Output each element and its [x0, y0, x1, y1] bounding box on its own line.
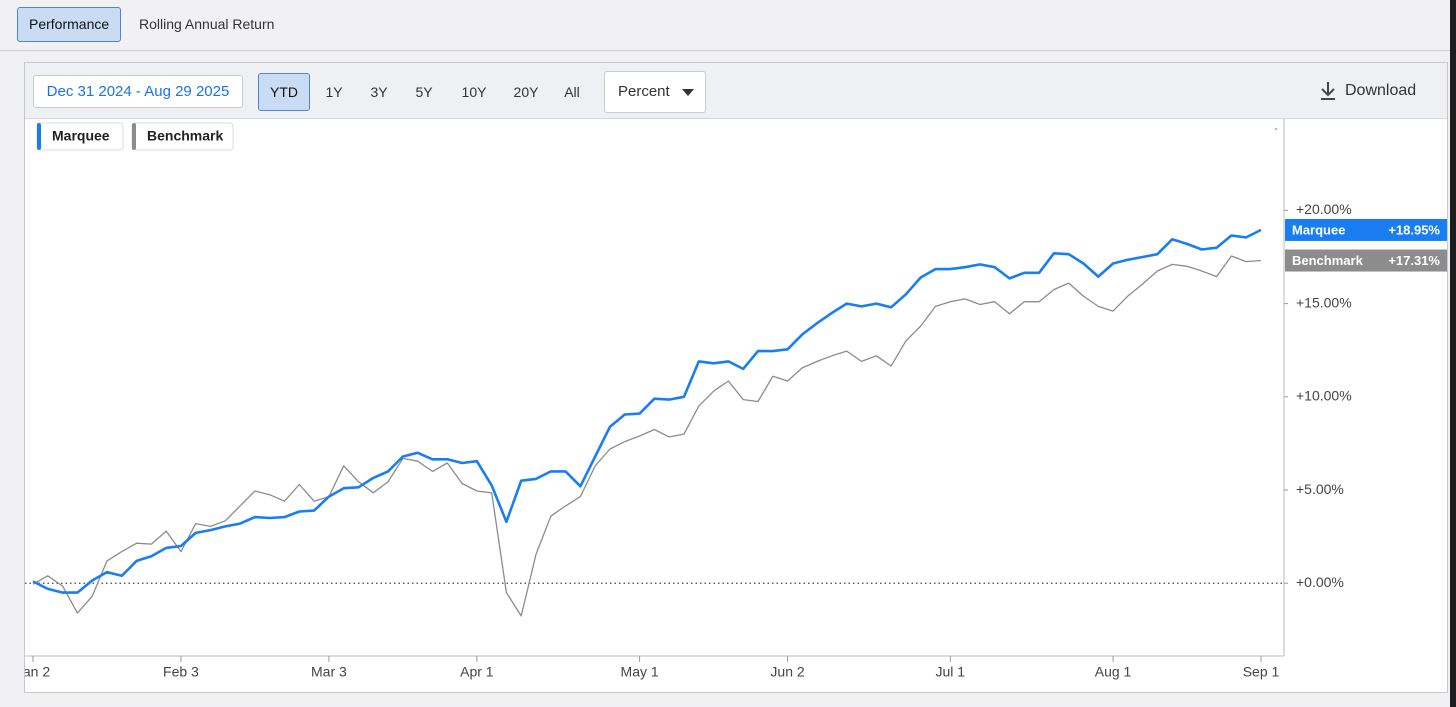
series-line — [32, 228, 1262, 594]
tab[interactable]: Rolling Annual Return — [139, 16, 275, 32]
legend-item[interactable]: Benchmark — [131, 122, 234, 151]
x-tick-label: May 1 — [621, 664, 659, 680]
x-tick-label: Sep 1 — [1243, 664, 1280, 680]
end-flag — [1285, 249, 1447, 272]
end-flag-value: +17.31% — [1388, 253, 1440, 268]
x-tick-label: Feb 3 — [163, 664, 199, 680]
legend-swatch — [132, 123, 136, 150]
chart: +0.00% +5.00% +10.00% +15.00% +20.00% Jan 2 Fe… — [25, 119, 1447, 680]
tab-bar: Performance Rolling Annual Return — [0, 0, 1456, 51]
y-tick-label: +10.00% — [1296, 388, 1352, 404]
period-button[interactable]: 10Y — [461, 84, 487, 100]
end-flag-value: +18.95% — [1388, 222, 1440, 237]
end-flag — [1285, 218, 1447, 241]
x-tick-label: Apr 1 — [460, 664, 494, 680]
x-tick-label: Jun 2 — [770, 664, 804, 680]
period-button[interactable]: YTD — [258, 73, 310, 111]
end-flag-name: Marquee — [1292, 222, 1345, 237]
window-edge — [1450, 0, 1456, 707]
series-line — [32, 255, 1262, 617]
legend-item[interactable]: Marquee — [36, 122, 124, 151]
end-flag-name: Benchmark — [1292, 253, 1364, 268]
x-tick-label: Mar 3 — [311, 664, 347, 680]
legend-label: Benchmark — [147, 128, 223, 144]
period-button[interactable]: All — [564, 84, 580, 100]
caret — [682, 89, 694, 96]
y-tick-label: +0.00% — [1296, 574, 1344, 590]
y-tick-label: +5.00% — [1296, 481, 1344, 497]
x-tick-label: Jul 1 — [936, 664, 966, 680]
date-range[interactable]: Dec 31 2024 - Aug 29 2025 — [33, 75, 243, 108]
period-button[interactable]: 5Y — [415, 84, 433, 100]
legend-label: Marquee — [52, 128, 110, 144]
period-button[interactable]: 3Y — [370, 84, 388, 100]
legend-swatch — [37, 123, 41, 150]
y-tick-label: +15.00% — [1296, 294, 1352, 310]
period-button[interactable]: 20Y — [513, 84, 539, 100]
x-tick-label: Jan 2 — [25, 664, 50, 680]
y-tick-label: +20.00% — [1296, 201, 1352, 217]
panel: Dec 31 2024 - Aug 29 2025 Percent Downlo… — [24, 62, 1448, 693]
period-button[interactable]: 1Y — [325, 84, 343, 100]
download-label: Download — [1345, 82, 1417, 99]
unit-label: Percent — [618, 83, 670, 100]
unit-dropdown[interactable]: Percent — [604, 71, 706, 113]
tab[interactable]: Performance — [17, 7, 122, 42]
x-tick-label: Aug 1 — [1095, 664, 1132, 680]
download-icon — [1321, 82, 1335, 100]
toolbar: Dec 31 2024 - Aug 29 2025 Percent Downlo… — [25, 63, 1447, 119]
axis-dot — [1275, 128, 1277, 130]
